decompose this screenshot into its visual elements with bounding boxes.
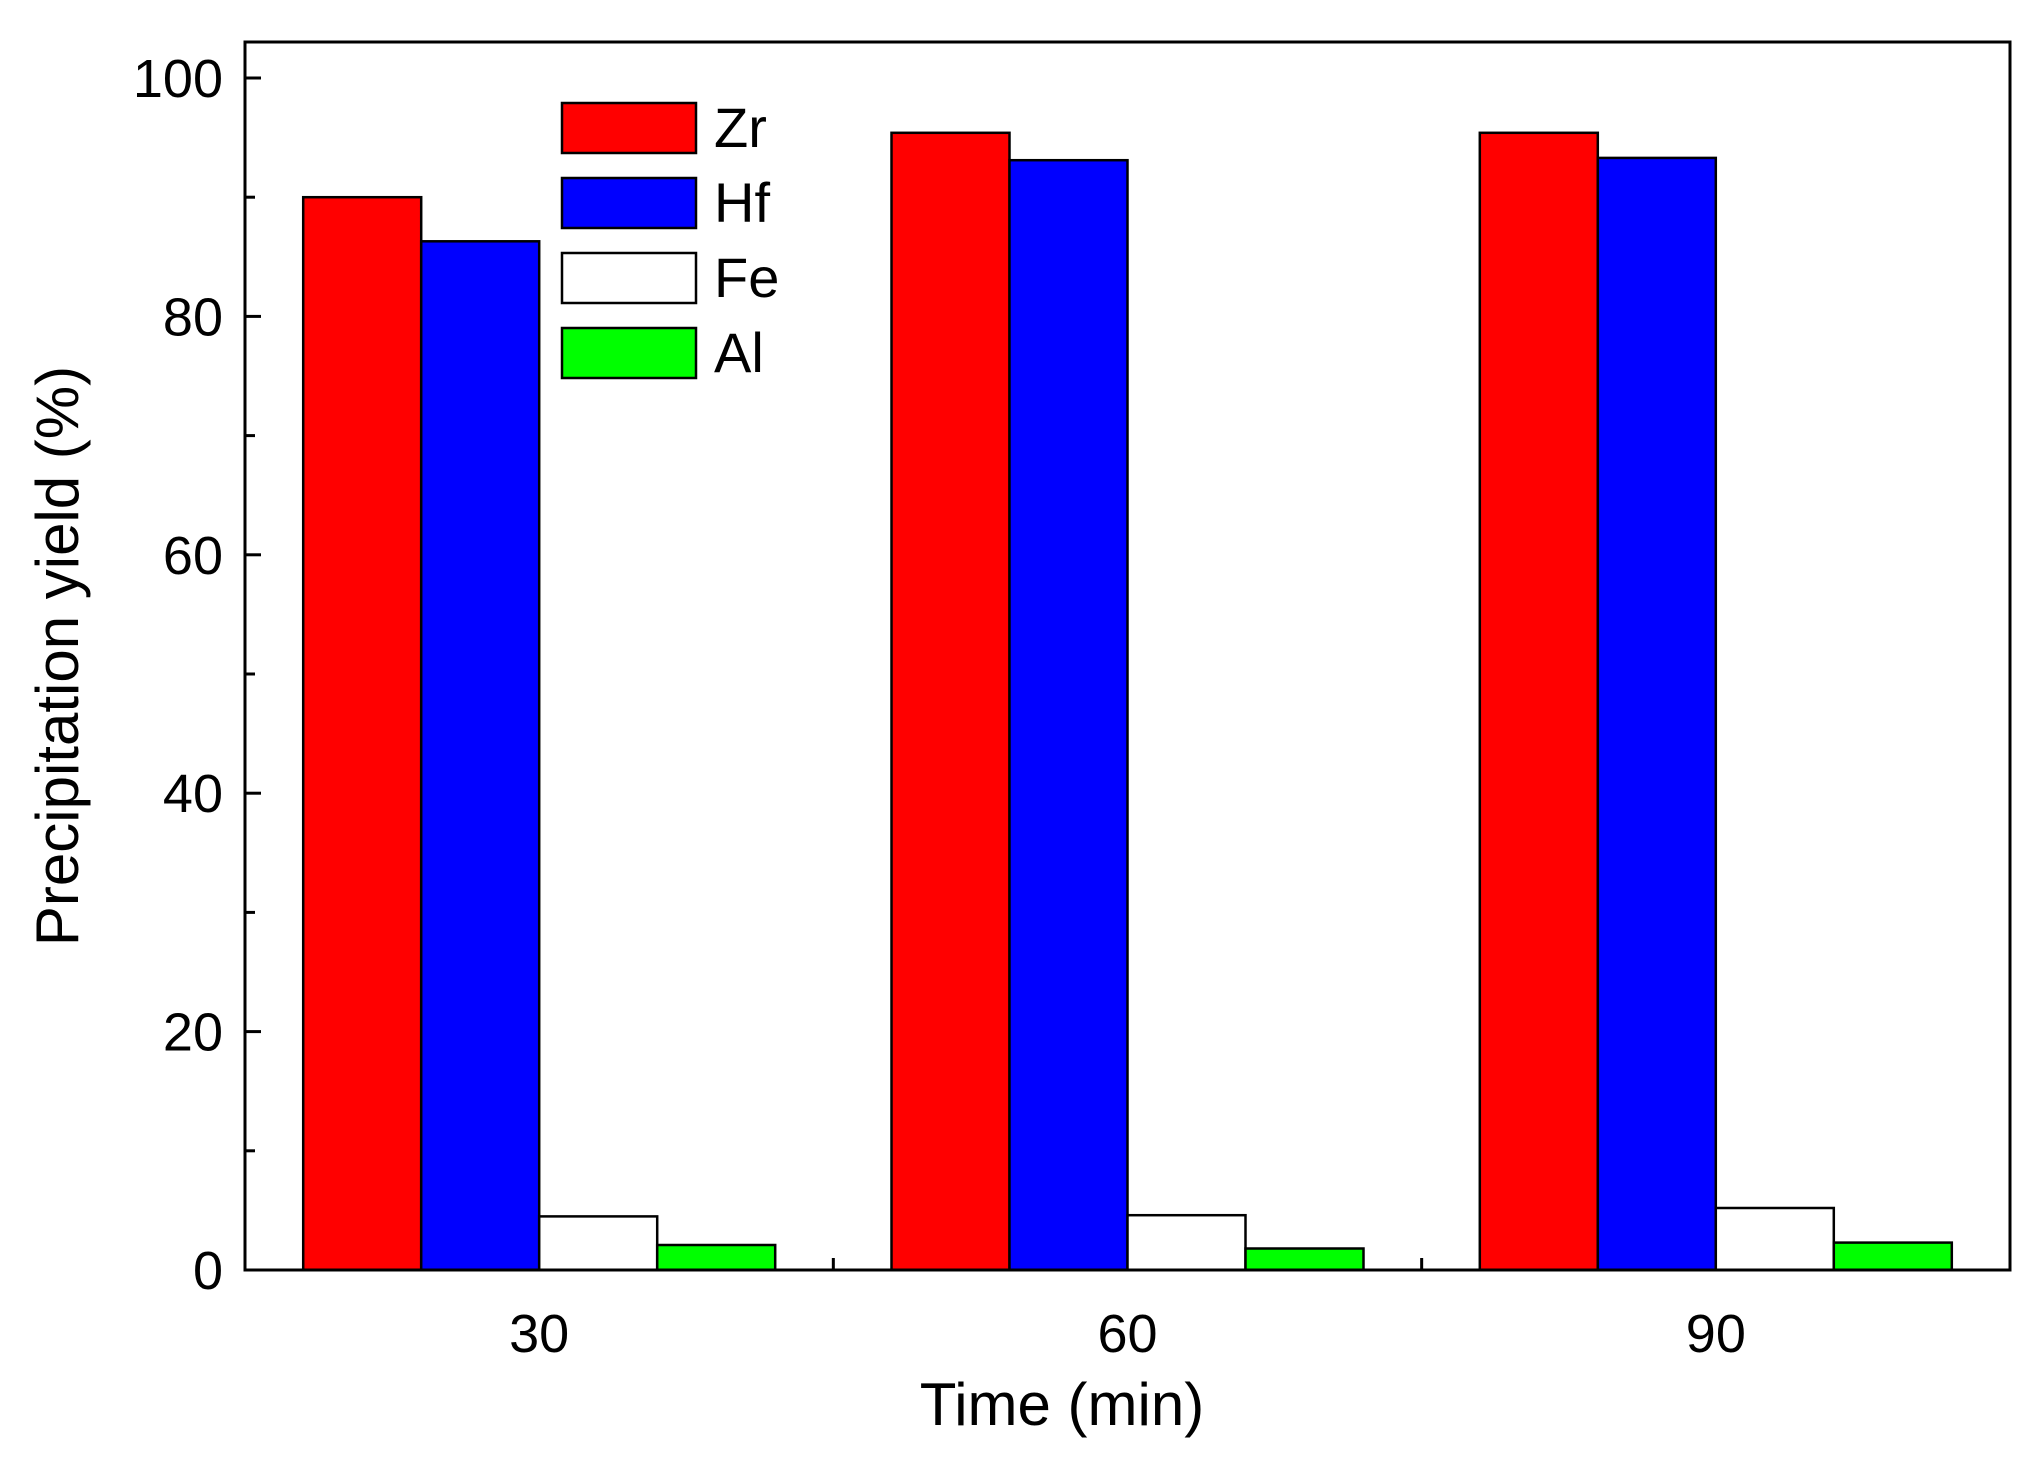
- legend-swatch-hf: [560, 176, 698, 230]
- plot-frame: [243, 40, 2012, 1272]
- y-tick-label-80: 80: [163, 287, 223, 347]
- bar-hf-90: [1596, 156, 1718, 1272]
- legend-label-zr: Zr: [714, 96, 767, 159]
- bar-al-60: [1244, 1247, 1365, 1272]
- y-tick-label-40: 40: [163, 764, 223, 824]
- y-tick-label-60: 60: [163, 526, 223, 586]
- bar-fe-30: [537, 1215, 659, 1272]
- y-tick-label-20: 20: [163, 1003, 223, 1063]
- bar-hf-30: [419, 240, 541, 1272]
- x-axis-title: Time (min): [920, 1371, 1204, 1438]
- legend-label-al: Al: [714, 321, 764, 384]
- bar-fe-60: [1126, 1213, 1247, 1272]
- y-axis-title: Precipitation yield (%): [24, 366, 91, 946]
- x-tick-label-90: 90: [1686, 1304, 1746, 1364]
- bar-fe-90: [1714, 1206, 1836, 1272]
- bar-al-90: [1832, 1241, 1954, 1272]
- bars-layer: [301, 131, 1954, 1272]
- x-tick-label-60: 60: [1097, 1304, 1157, 1364]
- bar-al-30: [655, 1243, 777, 1272]
- legend-label-fe: Fe: [714, 246, 779, 309]
- legend-swatch-al: [560, 326, 698, 380]
- bar-zr-90: [1478, 131, 1600, 1272]
- bar-zr-60: [890, 131, 1011, 1272]
- ticks-layer: 0 20 40 60 80 100 30 60 90: [133, 49, 1746, 1364]
- bar-zr-30: [301, 195, 423, 1272]
- y-tick-label-100: 100: [133, 49, 223, 109]
- legend-swatch-zr: [560, 101, 698, 155]
- legend-swatch-fe: [560, 251, 698, 305]
- legend-label-hf: Hf: [714, 171, 770, 234]
- y-tick-label-0: 0: [193, 1241, 223, 1301]
- legend: Zr Hf Fe Al: [560, 96, 779, 384]
- x-tick-label-30: 30: [509, 1304, 569, 1364]
- bar-hf-60: [1008, 158, 1129, 1272]
